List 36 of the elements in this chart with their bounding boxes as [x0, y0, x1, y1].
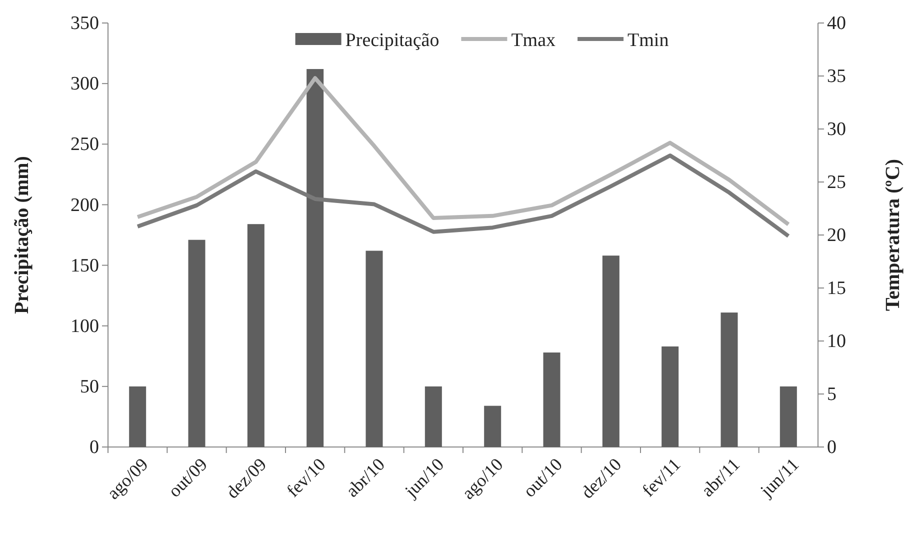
y2-axis-title: Temperatura (ºC) [882, 159, 904, 311]
y2-tick-label: 10 [827, 331, 846, 352]
bar [720, 312, 738, 447]
y-tick-label: 200 [70, 194, 99, 216]
y2-tick-label: 15 [827, 278, 846, 300]
y-tick-label: 150 [70, 255, 99, 276]
bar [662, 346, 679, 447]
y2-tick-label: 5 [827, 384, 836, 406]
bar [602, 256, 620, 447]
bar [543, 352, 560, 447]
y-tick-label: 50 [80, 376, 99, 398]
bar [424, 386, 442, 447]
legend-label: Precipitação [345, 30, 440, 51]
y2-tick-label: 20 [827, 225, 846, 246]
bar [366, 250, 383, 447]
y-tick-label: 250 [70, 134, 99, 156]
y2-tick-label: 25 [827, 172, 846, 194]
y-tick-label: 350 [70, 13, 99, 34]
bar [247, 224, 264, 447]
y-tick-label: 100 [70, 316, 99, 337]
y-tick-label: 0 [90, 437, 99, 458]
line-series [136, 76, 790, 226]
bar [188, 240, 206, 447]
bar [780, 386, 797, 447]
legend-label: Tmax [511, 30, 556, 51]
y2-tick-label: 35 [827, 66, 846, 88]
y2-tick-label: 40 [827, 13, 846, 34]
y2-tick-label: 30 [827, 119, 846, 140]
legend-label: Tmin [628, 30, 670, 51]
line-series [136, 154, 790, 238]
y-axis-title: Precipitação (mm) [11, 156, 33, 314]
y2-tick-label: 0 [827, 437, 836, 458]
bar [484, 406, 502, 447]
y-tick-label: 300 [70, 74, 99, 95]
bar [306, 69, 324, 447]
bar [129, 386, 146, 447]
